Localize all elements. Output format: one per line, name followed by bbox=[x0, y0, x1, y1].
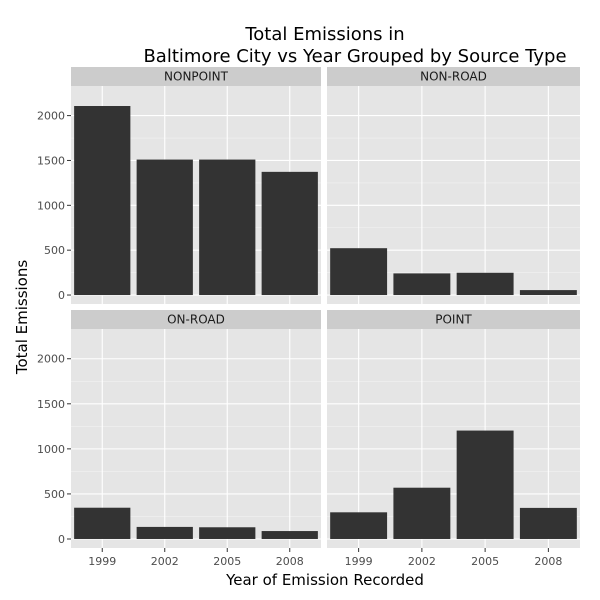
y-tick-label: 1000 bbox=[37, 443, 65, 456]
y-tick-label: 0 bbox=[58, 533, 65, 546]
y-tick-label: 500 bbox=[44, 488, 65, 501]
facet-non-road: NON-ROAD bbox=[327, 67, 580, 304]
bar-on-road-2008 bbox=[261, 531, 318, 539]
bar-nonpoint-2002 bbox=[136, 159, 193, 296]
facet-point: POINT 1999 2002 2005 2008 bbox=[327, 310, 580, 568]
bar-on-road-2005 bbox=[199, 527, 256, 539]
bar-point-2008 bbox=[519, 507, 577, 539]
y-axis-title: Total Emissions bbox=[13, 260, 31, 376]
facet-strip-label: ON-ROAD bbox=[167, 313, 225, 327]
facet-strip bbox=[71, 310, 321, 329]
bar-on-road-2002 bbox=[136, 526, 193, 539]
bar-non-road-2008 bbox=[519, 290, 577, 296]
y-tick-label: 2000 bbox=[37, 353, 65, 366]
x-tick-label: 2002 bbox=[151, 555, 179, 568]
bar-point-2002 bbox=[393, 487, 451, 539]
facet-strip-label: NONPOINT bbox=[164, 70, 229, 84]
facet-on-road: ON-ROAD 0 500 1000 1500 2000 1999 2002 2005 2008 bbox=[37, 310, 321, 568]
bar-on-road-1999 bbox=[74, 507, 131, 539]
facet-strip bbox=[71, 67, 321, 86]
chart-title-line-2: Baltimore City vs Year Grouped by Source… bbox=[143, 46, 566, 67]
x-tick-label: 2002 bbox=[408, 555, 436, 568]
y-tick-label: 1500 bbox=[37, 398, 65, 411]
x-tick-label: 2008 bbox=[534, 555, 562, 568]
bar-nonpoint-2008 bbox=[261, 171, 318, 296]
y-tick-label: 1500 bbox=[37, 154, 65, 167]
bar-non-road-2005 bbox=[456, 272, 514, 296]
facet-strip bbox=[327, 67, 580, 86]
bar-nonpoint-1999 bbox=[74, 106, 131, 296]
chart-title-line-1: Total Emissions in bbox=[244, 24, 404, 45]
bar-non-road-2002 bbox=[393, 273, 451, 296]
bar-point-2005 bbox=[456, 430, 514, 539]
y-tick-label: 0 bbox=[58, 289, 65, 302]
x-tick-label: 2005 bbox=[213, 555, 241, 568]
facet-strip-label: NON-ROAD bbox=[420, 70, 487, 84]
x-tick-label: 1999 bbox=[88, 555, 116, 568]
y-tick-label: 500 bbox=[44, 244, 65, 257]
facet-strip bbox=[327, 310, 580, 329]
x-tick-label: 2005 bbox=[471, 555, 499, 568]
facet-nonpoint: NONPOINT 0 500 1000 1500 2000 bbox=[37, 67, 321, 304]
x-tick-label: 1999 bbox=[345, 555, 373, 568]
x-tick-label: 2008 bbox=[276, 555, 304, 568]
facet-panels: NONPOINT 0 500 1000 1500 2000 NON-ROAD ON-ROAD 0… bbox=[37, 67, 580, 568]
y-tick-label: 1000 bbox=[37, 199, 65, 212]
facet-strip-label: POINT bbox=[435, 313, 472, 327]
bar-non-road-1999 bbox=[330, 248, 388, 296]
x-axis-title: Year of Emission Recorded bbox=[225, 571, 424, 589]
bar-nonpoint-2005 bbox=[199, 159, 256, 296]
bar-point-1999 bbox=[330, 512, 388, 539]
y-tick-label: 2000 bbox=[37, 110, 65, 123]
